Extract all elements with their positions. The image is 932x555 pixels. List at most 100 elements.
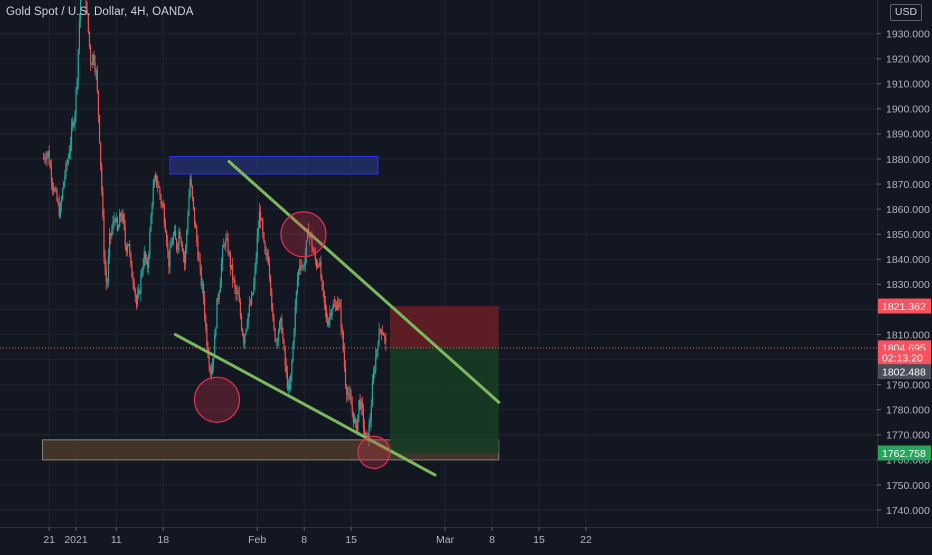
candle-down [132,277,134,283]
candle-down [210,369,212,375]
candle-up [78,21,80,50]
highlight-circle[interactable] [193,376,241,423]
candle-up [287,384,290,389]
candle-down [263,232,265,242]
candle-up [112,222,114,231]
candle-up [278,322,281,333]
candle-down [53,186,55,191]
candle-up [62,188,64,200]
candle-down [285,364,287,373]
candle-up [47,151,49,154]
highlight-circle[interactable] [280,211,327,258]
candle-up [107,256,110,283]
price-tick-label: 1870.000 [886,179,930,191]
candle-down [271,290,273,308]
candle-down [209,366,211,370]
candle-down [380,329,382,334]
price-tick-label: 1880.000 [886,154,930,166]
candle-down [273,316,275,329]
price-tick-label: 1780.000 [886,405,930,417]
lower-trendline[interactable] [173,333,437,477]
candle-down [249,304,252,306]
candle-down [87,13,89,32]
candle-down [238,294,240,302]
candle-down [161,203,163,205]
candle-down [379,329,381,331]
candle-up [215,328,217,336]
candle-up [212,357,215,366]
candle-down [168,250,170,267]
candle-down [224,244,226,246]
price-tick-label: 1920.000 [886,54,930,66]
candle-down [86,9,88,14]
currency-button[interactable]: USD [890,4,922,21]
upper-trendline[interactable] [227,160,501,404]
candle-up [368,424,370,441]
candle-down [262,219,264,233]
candle-up [331,308,333,316]
candle-down [98,115,101,143]
time-tick-label: 8 [301,534,307,546]
candle-down [130,252,132,265]
candle-up [117,227,120,231]
candle-down [180,238,182,244]
candle-up [256,236,258,258]
candle-up [136,295,139,305]
candle-down [276,339,278,341]
candle-down [239,301,242,317]
candle-down [301,266,303,268]
resistance-zone[interactable] [169,155,379,175]
candle-up [246,323,248,329]
candle-up [223,244,225,248]
candle-up [304,255,306,266]
time-axis[interactable] [0,527,932,550]
stop-loss-zone[interactable] [390,306,499,348]
candle-down [147,261,149,268]
take-profit-zone[interactable] [390,347,499,453]
candle-down [89,46,92,65]
candle-up [348,393,350,395]
candle-up [60,199,63,206]
candle-up [211,365,214,375]
candle-up [92,54,94,65]
candle-down [163,207,165,224]
candle-down [320,261,322,279]
candle-up [297,270,300,280]
candle-up [65,163,67,176]
candle-down [282,332,284,341]
candle-down [196,228,198,242]
candle-down [162,204,164,208]
candle-up [149,231,151,255]
candle-up [247,313,249,324]
candle-down [134,289,136,296]
price-tick-label: 1740.000 [886,505,930,517]
candle-up [68,152,70,158]
candle-up [122,214,124,221]
candle-down [45,159,47,160]
candle-up [251,295,253,305]
candle-down [110,233,112,236]
candle-down [229,253,231,268]
candle-up [291,361,293,374]
candle-down [382,333,385,336]
highlight-circle[interactable] [357,435,391,469]
candle-up [111,230,113,236]
candle-up [225,238,227,246]
candle-down [57,200,59,203]
candle-down [235,286,237,294]
candle-down [217,298,219,300]
candle-up [63,181,65,189]
candle-down [344,366,347,387]
candle-up [228,253,230,255]
candle-up [302,266,304,268]
candle-up [265,253,267,255]
price-label: 1762.758 [882,448,926,460]
price-tick-label: 1830.000 [886,279,930,291]
candle-down [381,333,384,335]
candle-down [51,181,54,187]
price-label-box [878,364,931,380]
candle-down [346,386,348,395]
candle-down [155,174,158,185]
